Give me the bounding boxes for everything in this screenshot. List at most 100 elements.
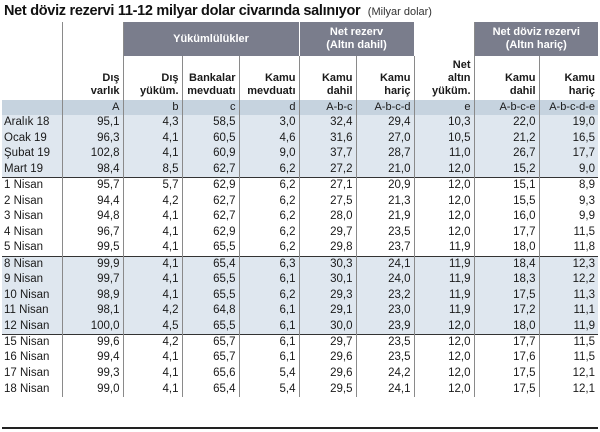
table-cell: 4,1 <box>123 350 183 366</box>
col-header-line2: mevduatı <box>187 85 236 97</box>
group-header-net-rezerv-line1: Net rezerv <box>329 26 384 38</box>
table-cell: 12,1 <box>572 367 596 380</box>
row-label: 8 Nisan <box>2 255 63 272</box>
formula-cell: c <box>182 100 240 115</box>
table-cell: 4,1 <box>123 366 183 382</box>
col-header-line1: Dış <box>102 72 120 84</box>
table-cell: 23,0 <box>356 303 415 319</box>
table-row: Şubat 19 102,8 4,1 60,9 9,0 37,7 28,7 11,0 26,7 1… <box>2 146 599 163</box>
table-cell: 4,2 <box>123 303 183 319</box>
formula-cell: A-b-c-d-e <box>539 100 599 115</box>
table-cell: 6,2 <box>239 240 300 257</box>
table-cell: 8,5 <box>123 162 183 178</box>
row-label: 10 Nisan <box>2 287 63 304</box>
table-body: Aralık 18 95,1 4,3 58,5 3,0 32,4 29,4 10,3 22,0 1… <box>2 115 599 398</box>
table-cell: 11,5 <box>573 351 596 364</box>
table-cell: 4,1 <box>123 209 183 225</box>
table-cell: 23,5 <box>356 334 415 351</box>
table-cell: 65,5 <box>182 240 240 257</box>
table-cell: 4,1 <box>123 381 183 398</box>
table-row: 2 Nisan 94,4 4,2 62,7 6,2 27,5 21,3 12,0 15,5 9,3 <box>2 193 598 210</box>
row-label: 5 Nisan <box>2 240 63 257</box>
header-blank <box>62 22 124 56</box>
row-label: 16 Nisan <box>2 350 63 366</box>
table-row: 10 Nisan 98,9 4,1 65,5 6,2 29,3 23,2 11,9 17,5 11… <box>2 287 599 304</box>
table-cell: 12,3 <box>539 255 599 272</box>
table-cell: 99,0 <box>62 381 124 398</box>
table-cell: 27,1 <box>299 177 357 194</box>
row-label: Ocak 19 <box>2 130 63 147</box>
table-cell: 4,1 <box>123 255 183 272</box>
table-cell: 31,6 <box>299 130 357 147</box>
table-cell: 12,1 <box>572 382 596 395</box>
table-cell: 6,2 <box>239 209 300 225</box>
table-cell: 17,5 <box>474 287 540 304</box>
col-header-line1: Kamu <box>504 72 536 84</box>
col-header-line1: Dış <box>161 72 179 84</box>
table-cell: 16,0 <box>474 209 540 225</box>
table-cell: 11,9 <box>539 318 599 335</box>
table-cell: 64,8 <box>182 303 240 319</box>
row-label: 18 Nisan <box>2 381 63 398</box>
table-cell: 5,7 <box>123 177 183 194</box>
table-cell: 15,1 <box>474 177 540 194</box>
reserves-table: Yükümlülükler Net rezerv (Altın dahil) N… <box>2 22 599 398</box>
row-label: 2 Nisan <box>2 193 63 210</box>
table-cell: 62,7 <box>182 162 240 178</box>
table-cell: 17,7 <box>474 224 540 241</box>
group-header-row: Yükümlülükler Net rezerv (Altın dahil) N… <box>2 22 599 100</box>
table-cell: 99,6 <box>62 334 124 351</box>
col-header-dis-yukum: Dış yüküm. <box>123 56 183 100</box>
table-cell: 96,7 <box>62 224 124 241</box>
col-header-line2: hariç <box>568 85 596 97</box>
table-cell: 10,3 <box>414 115 475 131</box>
table-row: 16 Nisan 99,4 4,1 65,7 6,1 29,6 23,5 12,0 17,6 11… <box>2 350 598 366</box>
table-row: 3 Nisan 94,8 4,1 62,7 6,2 28,0 21,9 12,0 16,0 9,9 <box>2 209 598 225</box>
table-cell: 12,0 <box>414 381 475 398</box>
table-cell: 24,2 <box>356 366 415 382</box>
table-cell: 29,4 <box>356 115 415 131</box>
table-cell: 4,1 <box>123 146 183 163</box>
table-cell: 32,4 <box>299 115 357 131</box>
table-cell: 17,6 <box>474 350 540 366</box>
row-label: 1 Nisan <box>2 177 63 194</box>
row-label: Aralık 18 <box>2 115 63 131</box>
table-cell: 17,7 <box>474 334 540 351</box>
table-cell: 5,4 <box>239 366 300 382</box>
table-cell: 18,0 <box>474 240 540 257</box>
row-label: Şubat 19 <box>2 146 63 163</box>
row-label: 3 Nisan <box>2 209 63 225</box>
table-cell: 62,9 <box>182 224 240 241</box>
table-cell: 4,1 <box>123 130 183 147</box>
table-cell: 26,7 <box>474 146 540 163</box>
col-header-line0: Net <box>452 59 471 71</box>
table-cell: 94,8 <box>62 209 124 225</box>
row-label: 17 Nisan <box>2 366 63 382</box>
table-cell: 12,0 <box>414 162 475 178</box>
col-header-dis-varlik: Dış varlık <box>62 56 124 100</box>
table-cell: 12,0 <box>414 350 475 366</box>
group-header-net-doviz-line2: (Altın hariç) <box>505 39 567 51</box>
table-cell: 16,5 <box>539 130 599 147</box>
table-cell: 4,3 <box>123 115 183 131</box>
table-cell: 6,1 <box>239 350 300 366</box>
table-cell: 23,5 <box>356 224 415 241</box>
table-cell: 4,1 <box>123 224 183 241</box>
table-cell: 21,3 <box>356 193 415 210</box>
table-row: Aralık 18 95,1 4,3 58,5 3,0 32,4 29,4 10,3 22,0 1… <box>2 115 599 131</box>
table-row: 8 Nisan 99,9 4,1 65,4 6,3 30,3 24,1 11,9 18,4 12,… <box>2 255 599 272</box>
table-cell: 28,0 <box>299 209 357 225</box>
table-cell: 4,1 <box>123 287 183 304</box>
table-cell: 11,1 <box>539 303 599 319</box>
table-cell: 29,7 <box>299 334 357 351</box>
table-cell: 65,5 <box>182 287 240 304</box>
col-header-line1: Kamu <box>264 72 296 84</box>
col-header-line2: mevduatı <box>247 85 296 97</box>
table-cell: 4,1 <box>123 271 183 288</box>
table-cell: 27,2 <box>299 162 357 178</box>
table-cell: 23,7 <box>356 240 415 257</box>
row-label: 12 Nisan <box>2 318 63 335</box>
table-cell: 65,5 <box>182 271 240 288</box>
table-cell: 18,4 <box>474 255 540 272</box>
formula-row: A b c d A-b-c A-b-c-d e A-b-c-e A-b-c-d-… <box>2 100 599 115</box>
